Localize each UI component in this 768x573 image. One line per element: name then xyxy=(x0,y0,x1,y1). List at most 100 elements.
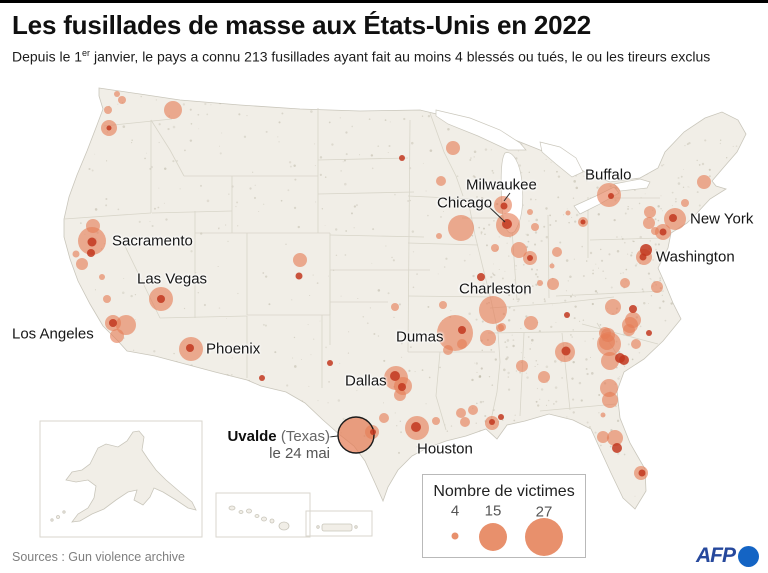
shooting-bubble xyxy=(697,175,711,189)
texture-dot xyxy=(654,402,657,404)
shooting-bubble xyxy=(72,250,80,258)
texture-dot xyxy=(594,107,597,109)
texture-dot xyxy=(69,127,71,129)
texture-dot xyxy=(697,293,699,295)
texture-dot xyxy=(342,503,344,505)
texture-dot xyxy=(131,139,133,142)
texture-dot xyxy=(717,181,721,185)
texture-dot xyxy=(541,440,543,442)
texture-dot xyxy=(145,152,147,154)
texture-dot xyxy=(630,254,633,257)
texture-dot xyxy=(484,233,486,236)
texture-dot xyxy=(221,132,223,134)
texture-dot xyxy=(145,435,147,437)
texture-dot xyxy=(680,175,683,178)
texture-dot xyxy=(545,235,549,239)
texture-dot xyxy=(737,395,740,399)
texture-dot xyxy=(179,473,181,476)
texture-dot xyxy=(654,248,658,251)
texture-dot xyxy=(490,348,493,351)
texture-dot xyxy=(394,412,396,414)
legend-circle xyxy=(479,523,507,551)
texture-dot xyxy=(344,254,347,256)
texture-dot xyxy=(692,228,696,232)
texture-dot xyxy=(409,199,411,202)
texture-dot xyxy=(176,159,179,162)
texture-dot xyxy=(720,357,723,360)
texture-dot xyxy=(140,95,142,98)
texture-dot xyxy=(495,287,497,289)
texture-dot xyxy=(523,263,525,266)
texture-dot xyxy=(153,207,156,210)
shooting-bubble xyxy=(109,319,117,327)
texture-dot xyxy=(91,169,94,172)
texture-dot xyxy=(321,208,324,210)
texture-dot xyxy=(481,349,483,351)
texture-dot xyxy=(471,378,474,382)
shooting-bubble xyxy=(498,414,504,420)
texture-dot xyxy=(314,164,316,167)
texture-dot xyxy=(447,127,450,131)
texture-dot xyxy=(492,273,494,276)
texture-dot xyxy=(480,231,483,234)
texture-dot xyxy=(80,222,82,224)
texture-dot xyxy=(474,112,478,115)
texture-dot xyxy=(568,221,570,224)
shooting-bubble xyxy=(157,295,165,303)
texture-dot xyxy=(690,216,692,218)
texture-dot xyxy=(341,486,344,489)
texture-dot xyxy=(472,274,475,278)
texture-dot xyxy=(319,173,322,176)
texture-dot xyxy=(585,153,587,155)
texture-dot xyxy=(316,471,318,474)
texture-dot xyxy=(157,206,160,209)
shooting-bubble xyxy=(681,199,689,207)
texture-dot xyxy=(660,208,662,210)
texture-dot xyxy=(579,320,581,322)
texture-dot xyxy=(669,375,672,378)
texture-dot xyxy=(350,212,353,215)
texture-dot xyxy=(554,386,558,389)
texture-dot xyxy=(627,208,629,210)
texture-dot xyxy=(184,149,186,152)
texture-dot xyxy=(197,113,200,116)
texture-dot xyxy=(618,350,621,354)
shooting-bubble xyxy=(547,278,559,290)
uvalde-name: Uvalde xyxy=(227,428,277,445)
texture-dot xyxy=(97,395,100,398)
texture-dot xyxy=(358,154,361,156)
texture-dot xyxy=(701,462,704,465)
shooting-bubble xyxy=(669,214,677,222)
texture-dot xyxy=(468,312,471,315)
texture-dot xyxy=(342,161,344,163)
shooting-bubble xyxy=(116,315,136,335)
texture-dot xyxy=(545,404,548,406)
texture-dot xyxy=(704,267,708,271)
shooting-bubble xyxy=(394,389,406,401)
texture-dot xyxy=(414,371,416,373)
texture-dot xyxy=(675,198,677,200)
texture-dot xyxy=(313,143,316,145)
texture-dot xyxy=(610,286,613,289)
texture-dot xyxy=(491,384,494,386)
texture-dot xyxy=(227,240,229,243)
subtitle-post: janvier, le pays a connu 213 fusillades … xyxy=(90,48,711,65)
texture-dot xyxy=(535,438,538,441)
afp-logo-dot xyxy=(738,545,759,567)
texture-dot xyxy=(71,467,73,469)
texture-dot xyxy=(715,344,717,346)
texture-dot xyxy=(274,351,277,354)
texture-dot xyxy=(647,428,650,431)
shooting-bubbles-dark xyxy=(87,125,677,477)
shooting-bubble xyxy=(601,352,619,370)
texture-dot xyxy=(384,119,387,121)
texture-dot xyxy=(411,230,415,233)
texture-dot xyxy=(721,389,724,392)
texture-dot xyxy=(688,141,691,145)
texture-dot xyxy=(637,305,639,307)
texture-dot xyxy=(153,350,156,353)
texture-dot xyxy=(81,321,84,324)
texture-dot xyxy=(88,369,91,372)
texture-dot xyxy=(94,208,98,211)
